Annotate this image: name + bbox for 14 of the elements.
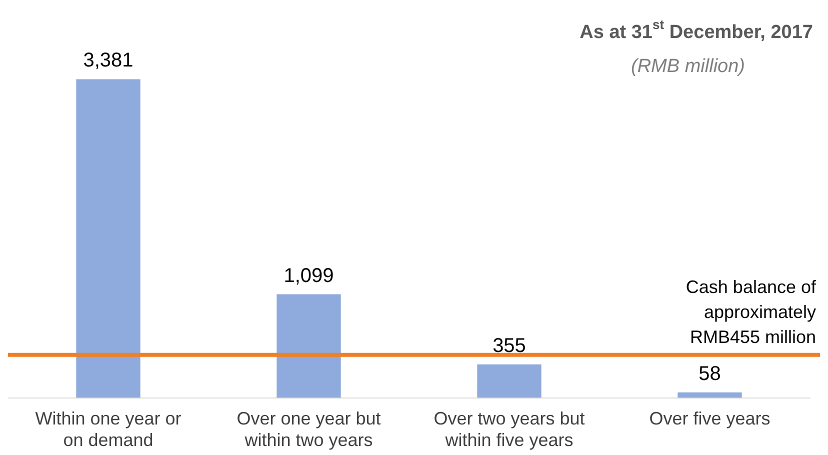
bar <box>678 392 742 398</box>
data-label: 58 <box>698 362 721 385</box>
data-label: 3,381 <box>83 50 134 72</box>
x-tick-label: Over one year but within two years <box>236 408 381 450</box>
chart-subtitle: (RMB million) <box>631 56 745 77</box>
data-label: 355 <box>492 334 526 357</box>
bar <box>76 79 140 398</box>
bar <box>276 294 341 398</box>
bar <box>477 364 542 398</box>
data-label: 1,099 <box>284 264 334 287</box>
x-tick-label: Within one year or on demand <box>35 408 182 450</box>
x-tick-label: Over five years <box>649 408 770 429</box>
ref-line-label: Cash balance of approximately RMB455 million <box>686 276 817 347</box>
x-tick-label: Over two years but within five years <box>434 408 585 450</box>
